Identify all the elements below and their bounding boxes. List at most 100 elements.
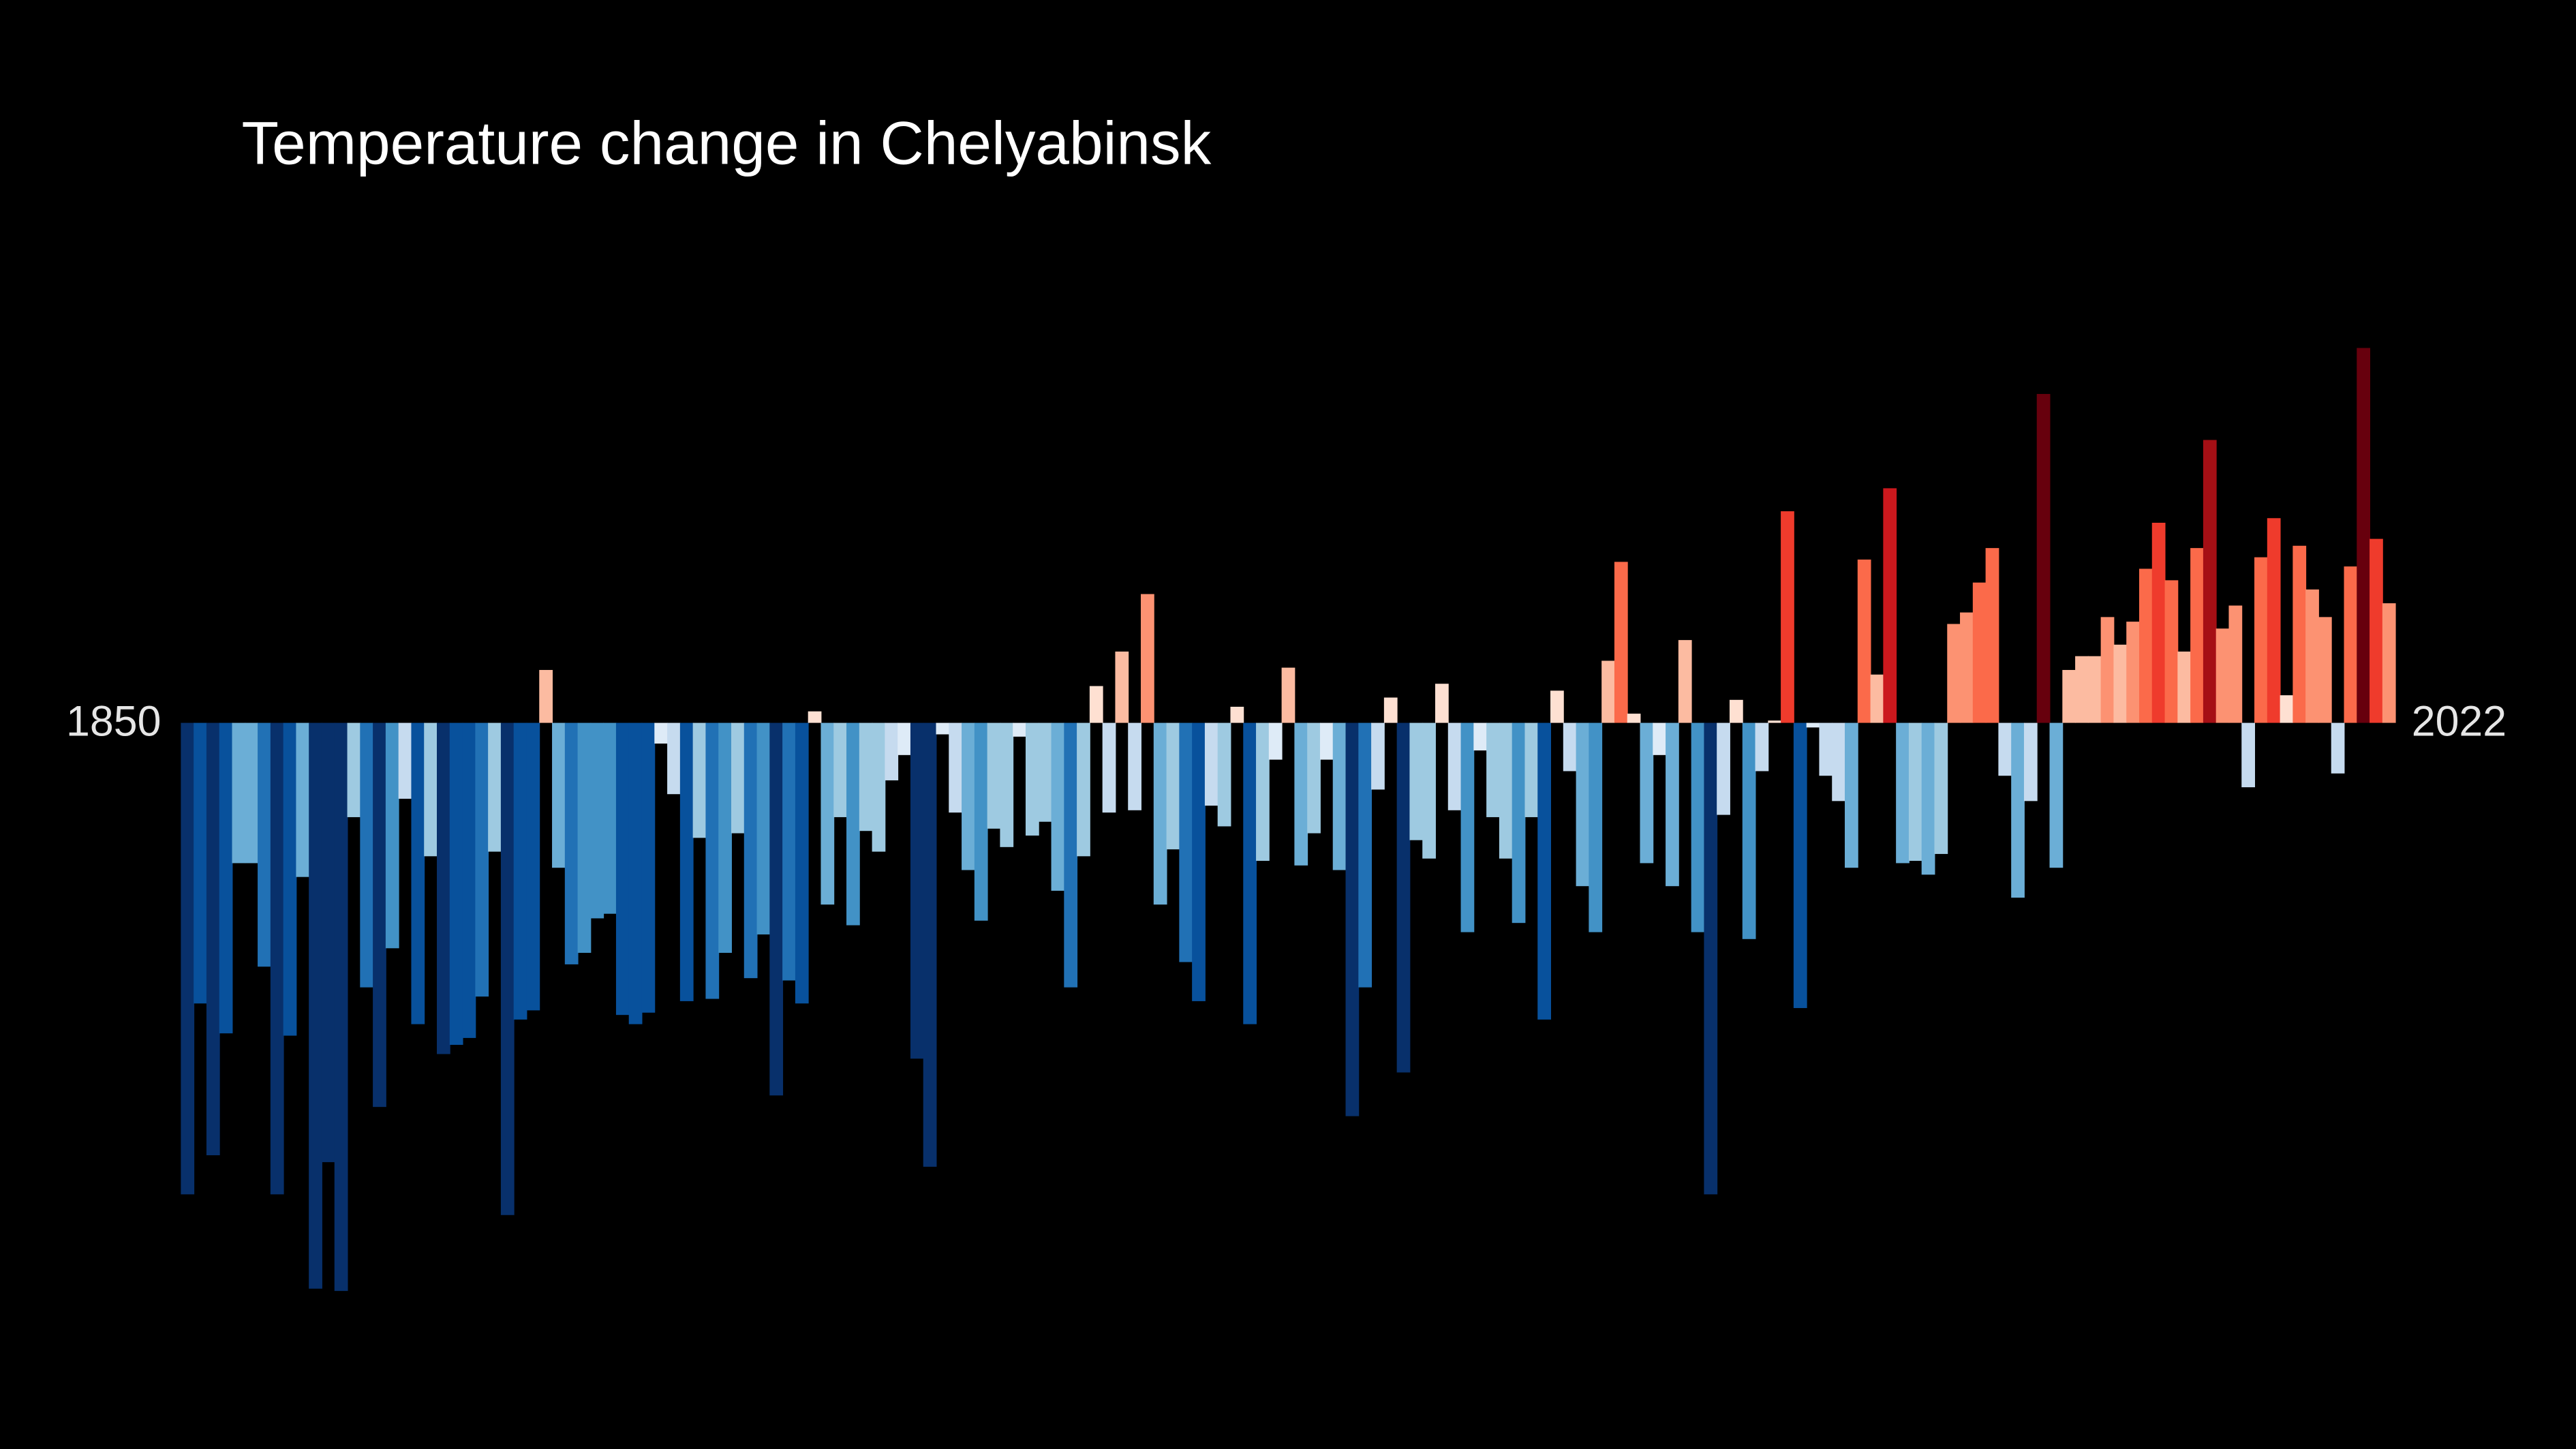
bar: [1256, 722, 1270, 861]
bar: [1512, 722, 1526, 924]
bar: [1819, 722, 1833, 776]
bar: [1678, 640, 1692, 723]
bar: [1102, 722, 1116, 813]
bar: [1396, 722, 1411, 1073]
bar: [1038, 722, 1052, 822]
bar: [1563, 722, 1577, 772]
bar: [500, 722, 515, 1215]
bar: [1051, 722, 1065, 891]
bar: [2228, 605, 2243, 723]
bar: [513, 722, 527, 1020]
bar: [1217, 722, 1231, 827]
bar: [424, 722, 438, 857]
bar: [1486, 722, 1500, 817]
bar: [270, 722, 284, 1195]
bar: [910, 722, 924, 1059]
bar: [1614, 562, 1628, 723]
bar: [1473, 722, 1488, 751]
bar: [1089, 686, 1103, 723]
bar: [437, 722, 450, 1054]
bar: [846, 722, 860, 926]
bar: [1371, 722, 1385, 790]
bar: [1666, 722, 1679, 887]
bar: [1755, 722, 1769, 772]
bar: [2241, 722, 2255, 788]
bar: [1627, 714, 1641, 723]
bar: [1268, 722, 1283, 760]
bar: [2036, 394, 2051, 723]
bar: [258, 722, 271, 967]
bar: [2164, 580, 2179, 723]
bar: [1115, 651, 1129, 723]
bar: [1985, 548, 1999, 723]
bar: [731, 722, 745, 834]
bar: [705, 722, 720, 999]
bar: [181, 722, 195, 1195]
bar: [1294, 722, 1308, 866]
bar: [872, 722, 886, 852]
bar: [1383, 697, 1398, 723]
bar: [2113, 644, 2128, 723]
bar: [1447, 722, 1462, 810]
bar: [1653, 722, 1667, 755]
bar: [1499, 722, 1513, 859]
bar: [206, 722, 220, 1156]
bar: [987, 722, 1001, 829]
bar: [769, 722, 784, 1096]
bar: [1141, 594, 1154, 723]
bar: [795, 722, 809, 1004]
chart-title: Temperature change in Chelyabinsk: [242, 109, 1212, 177]
bar: [1960, 612, 1974, 723]
bar: [2100, 617, 2115, 723]
bar: [577, 722, 592, 954]
bar: [321, 722, 335, 1163]
bar: [1857, 559, 1871, 723]
bar: [603, 722, 617, 914]
bar: [974, 722, 988, 921]
bar: [628, 722, 643, 1024]
bar: [194, 722, 207, 1004]
bar: [743, 722, 758, 979]
bar: [898, 722, 911, 755]
bar: [1230, 706, 1244, 723]
bar: [1576, 722, 1590, 887]
bar: [309, 722, 322, 1289]
bar: [654, 722, 669, 744]
bar: [1704, 722, 1718, 1195]
bar: [2177, 651, 2192, 723]
bar: [1729, 699, 1743, 723]
bar: [667, 722, 681, 795]
bar: [1896, 722, 1910, 864]
bar: [1422, 722, 1436, 859]
bar: [1589, 722, 1603, 932]
bar: [1998, 722, 2012, 776]
bar: [2267, 518, 2281, 723]
bar: [756, 722, 771, 935]
bar: [2011, 722, 2025, 898]
bar: [1947, 624, 1961, 723]
bar: [449, 722, 463, 1046]
bar: [1793, 722, 1807, 1009]
bar: [1742, 722, 1756, 939]
bar: [2023, 722, 2038, 802]
bar: [833, 722, 847, 817]
bar: [411, 722, 425, 1024]
start-label: 1850: [66, 698, 161, 746]
bar: [1345, 722, 1360, 1116]
bar: [2075, 656, 2089, 723]
bar: [1460, 722, 1475, 932]
bar: [526, 722, 540, 1011]
bar: [2331, 722, 2345, 774]
bar: [692, 722, 707, 838]
bar: [2215, 628, 2230, 723]
bar: [1832, 722, 1845, 802]
bar: [385, 722, 399, 949]
bar: [488, 722, 502, 852]
bar: [1537, 722, 1551, 1020]
bar: [1921, 722, 1935, 875]
bar: [1883, 488, 1897, 723]
bar: [1077, 722, 1090, 857]
bar: [949, 722, 963, 813]
